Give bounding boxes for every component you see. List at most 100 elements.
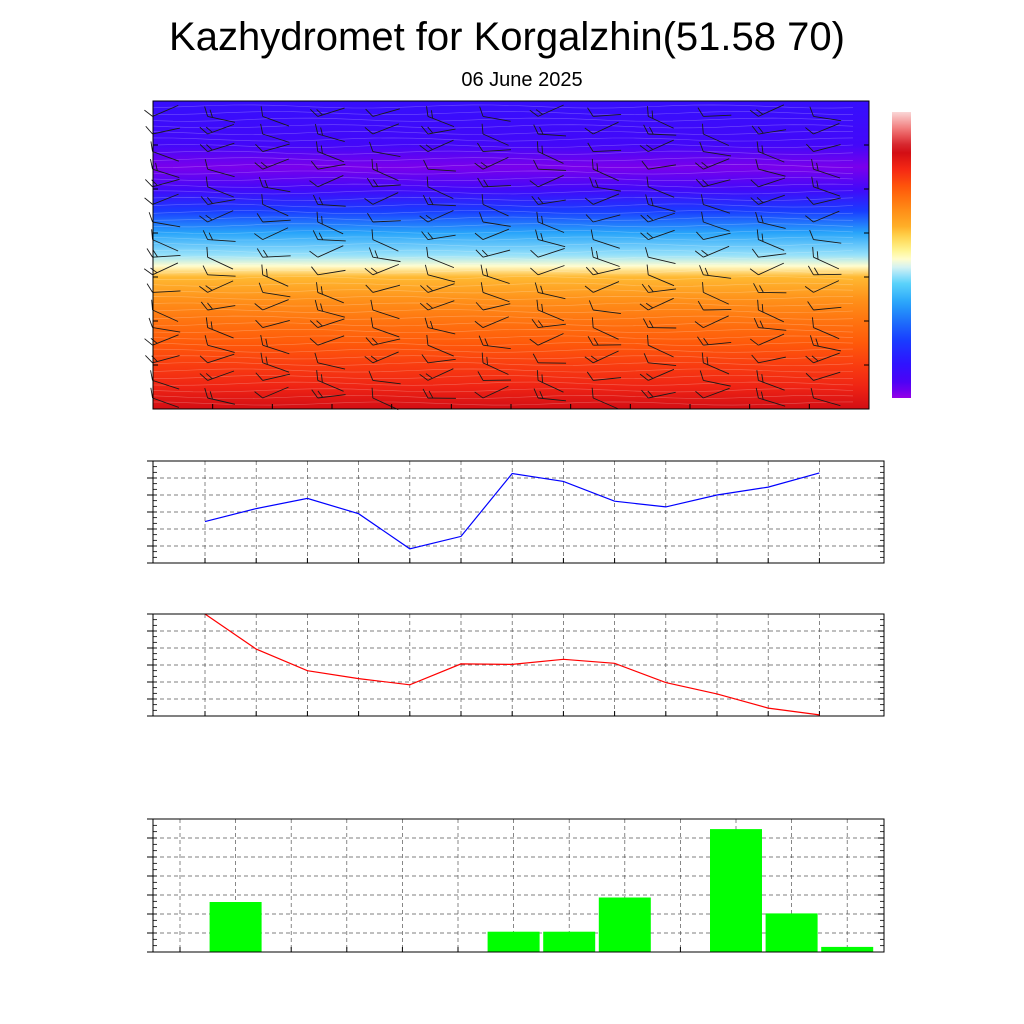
wind-barb bbox=[584, 193, 620, 205]
wind-barb-flag bbox=[150, 141, 153, 152]
wind-barb-staff bbox=[152, 397, 180, 408]
wind-barb-flag bbox=[419, 373, 429, 381]
wind-barb bbox=[590, 229, 620, 249]
wind-barb bbox=[260, 352, 290, 373]
wind-barb bbox=[150, 141, 179, 162]
wind-barb bbox=[256, 248, 291, 258]
wind-barb-flag bbox=[204, 335, 209, 346]
wind-barb bbox=[756, 141, 785, 163]
contour-line bbox=[152, 144, 854, 149]
wind-barb-flag bbox=[805, 355, 814, 364]
wind-barb-flag bbox=[477, 177, 484, 188]
wind-barb-flag bbox=[536, 299, 539, 311]
wind-barb bbox=[474, 228, 510, 241]
wind-barb-flag bbox=[591, 387, 594, 399]
wind-barb-flag bbox=[261, 194, 264, 205]
wind-barb bbox=[529, 174, 564, 188]
wind-barb bbox=[702, 123, 730, 146]
wind-barb bbox=[254, 158, 289, 170]
wind-barb-flag bbox=[749, 109, 759, 117]
wind-barb-flag bbox=[478, 335, 484, 346]
wind-barb-staff bbox=[813, 123, 840, 135]
wind-barb bbox=[591, 158, 619, 182]
wind-barb bbox=[807, 301, 842, 311]
contour-line bbox=[152, 150, 854, 155]
wind-barb bbox=[587, 142, 622, 153]
wind-barb-staff bbox=[152, 309, 179, 322]
wind-barb-flag bbox=[806, 143, 814, 152]
wind-barb-staff bbox=[592, 397, 620, 410]
wind-barb-flag bbox=[706, 356, 709, 365]
wind-barb-staff bbox=[813, 210, 840, 223]
wind-barb-staff bbox=[152, 193, 179, 205]
wind-barb-flag bbox=[756, 197, 764, 204]
wind-barb bbox=[585, 214, 621, 223]
wind-barb-staff bbox=[372, 327, 400, 338]
wind-barb bbox=[419, 368, 454, 381]
contour-line bbox=[152, 210, 854, 215]
wind-barb-flag bbox=[596, 163, 599, 172]
panel-frame bbox=[152, 460, 885, 564]
wind-barb bbox=[424, 317, 456, 335]
wind-barb-flag bbox=[206, 144, 213, 151]
wind-barb bbox=[371, 229, 399, 252]
wind-barb-staff bbox=[262, 299, 289, 311]
wind-barb-flag bbox=[265, 356, 268, 365]
wind-barb-flag bbox=[371, 158, 374, 170]
wind-barb-flag bbox=[368, 247, 374, 258]
wind-barb-staff bbox=[703, 315, 729, 329]
wind-barb-flag bbox=[701, 161, 709, 168]
wind-barb-staff bbox=[703, 114, 732, 117]
contour-line bbox=[152, 137, 854, 142]
wind-barb-flag bbox=[540, 232, 544, 241]
wind-barb-flag bbox=[533, 388, 539, 399]
wind-barb bbox=[148, 317, 181, 333]
wind-barb-flag bbox=[697, 336, 704, 346]
wind-barb bbox=[422, 194, 456, 207]
wind-barb bbox=[809, 106, 842, 122]
wind-barb-staff bbox=[152, 104, 179, 117]
wind-barb bbox=[477, 177, 511, 188]
wind-barb-staff bbox=[372, 397, 399, 411]
wind-barb-flag bbox=[202, 265, 209, 275]
wind-barb-flag bbox=[646, 264, 649, 275]
wind-barb-staff bbox=[207, 256, 234, 270]
wind-barb bbox=[419, 210, 454, 223]
wind-barb bbox=[756, 229, 785, 251]
wind-barb bbox=[144, 193, 179, 205]
wind-barb bbox=[809, 335, 841, 352]
wind-barb-flag bbox=[529, 338, 539, 346]
contour-line bbox=[152, 249, 854, 254]
wind-barb-flag bbox=[757, 299, 759, 311]
wind-barb bbox=[478, 335, 511, 350]
wind-barb-flag bbox=[310, 108, 319, 117]
wind-barb-flag bbox=[541, 145, 544, 154]
wind-barb-flag bbox=[475, 302, 484, 311]
wind-barb-staff bbox=[152, 127, 181, 135]
wind-barb-flag bbox=[144, 197, 153, 205]
precip-bar bbox=[209, 902, 262, 952]
wind-barb-flag bbox=[151, 299, 153, 311]
wind-barb-flag bbox=[760, 391, 764, 400]
wind-barb bbox=[150, 387, 180, 408]
wind-barb bbox=[536, 211, 565, 233]
wind-barb-flag bbox=[204, 159, 209, 170]
wind-barb bbox=[370, 317, 400, 338]
wind-barb-flag bbox=[365, 108, 374, 117]
wind-barb bbox=[368, 247, 401, 263]
wind-barb-staff bbox=[537, 333, 564, 346]
contour-line bbox=[152, 124, 854, 129]
wind-barb-flag bbox=[320, 127, 324, 136]
wind-barb-flag bbox=[533, 124, 539, 135]
wind-barb-flag bbox=[590, 355, 598, 362]
wind-barb bbox=[533, 159, 567, 171]
wind-barb bbox=[371, 387, 399, 411]
wind-barb-flag bbox=[205, 373, 213, 380]
wind-barb bbox=[753, 283, 787, 294]
wind-barb-flag bbox=[591, 158, 594, 170]
wind-barb-flag bbox=[477, 371, 484, 381]
wind-barb bbox=[316, 370, 344, 392]
wind-barb-flag bbox=[481, 249, 489, 257]
wind-barb-staff bbox=[482, 385, 509, 399]
wind-barb-flag bbox=[199, 285, 208, 293]
